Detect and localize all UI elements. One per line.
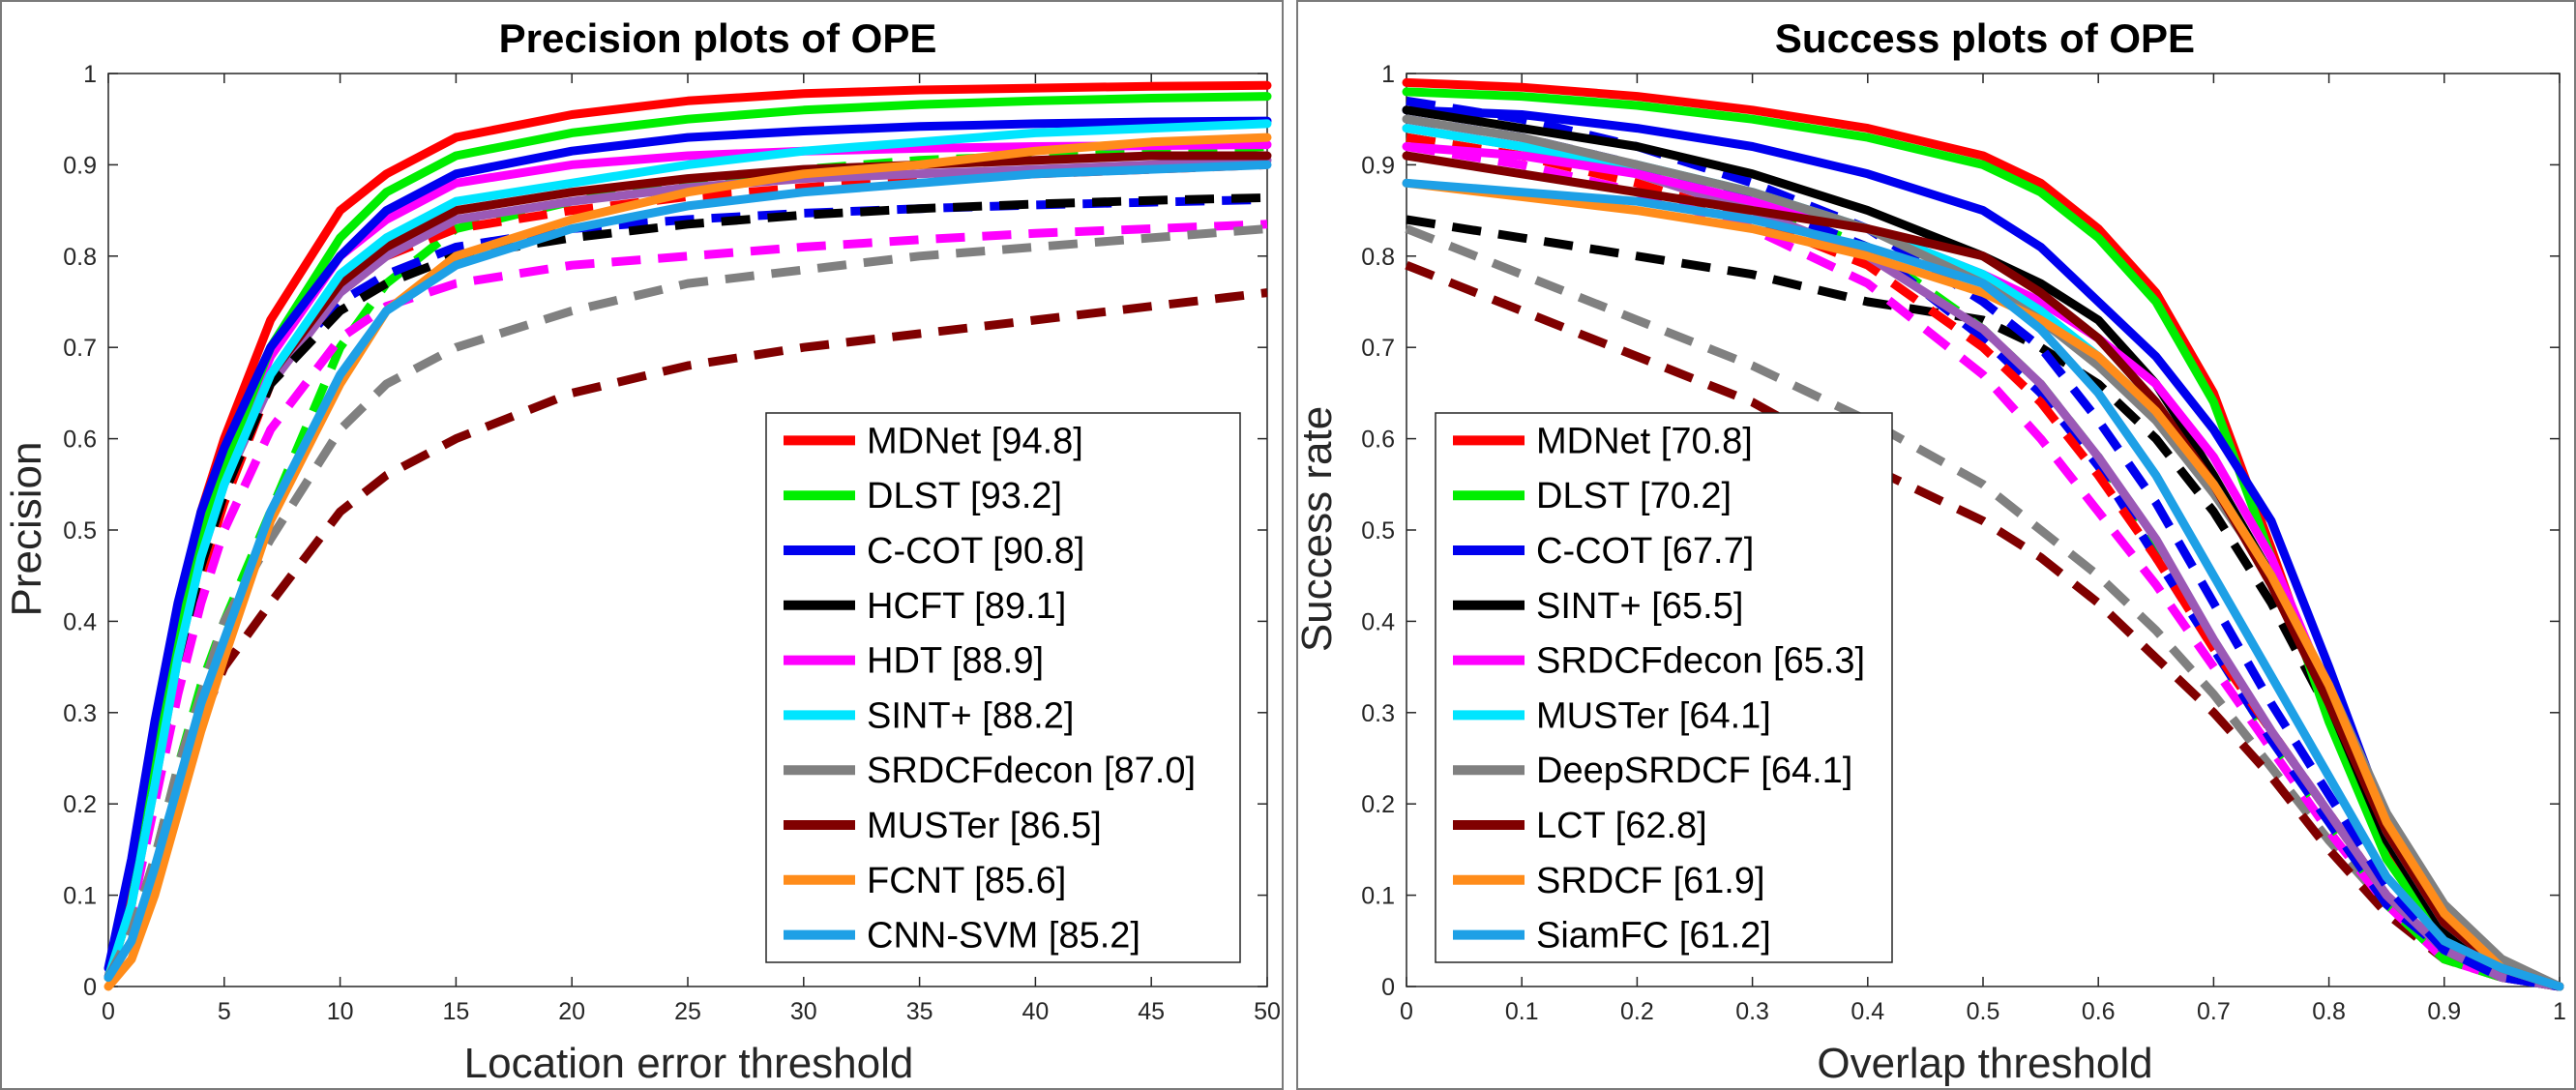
legend-label-srdcfdecon: SRDCFdecon [65.3] bbox=[1536, 641, 1865, 682]
y-tick-label: 0.7 bbox=[63, 335, 97, 362]
y-tick-label: 0.5 bbox=[1361, 517, 1395, 545]
series-line-deepsrdcf bbox=[1402, 114, 2564, 991]
legend-box bbox=[765, 412, 1241, 963]
series-line-lct bbox=[1402, 151, 2564, 991]
x-tick-label: 0 bbox=[1400, 998, 1413, 1025]
legend-label-srdcf: SRDCF [61.9] bbox=[1536, 861, 1765, 901]
x-tick-label: 35 bbox=[906, 998, 933, 1025]
x-tick-label: 0.5 bbox=[1967, 998, 2000, 1025]
legend-label-lct: LCT [62.8] bbox=[1536, 806, 1707, 846]
x-tick-label: 50 bbox=[1254, 998, 1281, 1025]
y-tick-label: 0 bbox=[83, 974, 97, 1001]
y-tick-label: 0.9 bbox=[63, 152, 97, 179]
y-tick-label: 0.6 bbox=[63, 427, 97, 454]
x-tick-label: 5 bbox=[218, 998, 231, 1025]
series-line-unlabeled bbox=[1402, 124, 2564, 991]
legend-label-dlst: DLST [93.2] bbox=[867, 476, 1062, 516]
legend-label-muster: MUSTer [64.1] bbox=[1536, 695, 1771, 736]
legend-label-c-cot: C-COT [67.7] bbox=[1536, 531, 1754, 572]
y-tick-label: 0.6 bbox=[1361, 427, 1395, 454]
y-tick-label: 0.4 bbox=[1361, 608, 1395, 635]
y-tick-label: 0.3 bbox=[1361, 700, 1395, 727]
series-line-siamfc bbox=[1402, 178, 2564, 991]
y-tick-label: 0.2 bbox=[63, 791, 97, 818]
legend-label-sint: SINT+ [88.2] bbox=[867, 695, 1074, 736]
x-tick-label: 1 bbox=[2553, 998, 2566, 1025]
x-tick-label: 10 bbox=[327, 998, 354, 1025]
y-tick-label: 0 bbox=[1381, 974, 1395, 1001]
series-line-sint bbox=[1402, 105, 2564, 991]
x-tick-label: 0.6 bbox=[2082, 998, 2116, 1025]
y-tick-label: 0.9 bbox=[1361, 152, 1395, 179]
legend-label-srdcfdecon: SRDCFdecon [87.0] bbox=[867, 751, 1196, 791]
x-tick-label: 0.4 bbox=[1851, 998, 1884, 1025]
y-tick-label: 1 bbox=[1381, 61, 1395, 88]
y-tick-label: 0.5 bbox=[63, 517, 97, 545]
chart-title: Precision plots of OPE bbox=[499, 15, 937, 61]
legend-label-hdt: HDT [88.9] bbox=[867, 641, 1044, 682]
y-tick-label: 0.7 bbox=[1361, 335, 1395, 362]
legend-label-fcnt: FCNT [85.6] bbox=[867, 861, 1066, 901]
y-tick-label: 0.8 bbox=[1361, 244, 1395, 271]
legend-label-muster: MUSTer [86.5] bbox=[867, 806, 1102, 846]
series-line-hcft bbox=[104, 192, 1268, 979]
series-line-srdcf bbox=[1402, 178, 2564, 991]
legend-box bbox=[1435, 412, 1893, 963]
legend-label-deepsrdcf: DeepSRDCF [64.1] bbox=[1536, 751, 1852, 791]
y-tick-label: 1 bbox=[83, 61, 97, 88]
success-plot-svg: Success plots of OPE Overlap threshold S… bbox=[1298, 15, 2566, 1087]
x-tick-label: 25 bbox=[674, 998, 701, 1025]
legend-label-siamfc: SiamFC [61.2] bbox=[1536, 916, 1771, 957]
precision-plot-panel: Precision plots of OPE Location error th… bbox=[0, 0, 1284, 1090]
legend-label-hcft: HCFT [89.1] bbox=[867, 586, 1066, 627]
y-tick-label: 0.1 bbox=[63, 883, 97, 910]
y-axis-label: Success rate bbox=[1298, 406, 1341, 652]
legend: MDNet [94.8] DLST [93.2] C-COT [90.8] HCFT … bbox=[765, 412, 1241, 963]
x-tick-label: 20 bbox=[558, 998, 585, 1025]
y-tick-label: 0.4 bbox=[63, 608, 97, 635]
success-plot-panel: Success plots of OPE Overlap threshold S… bbox=[1296, 0, 2576, 1090]
series-line-dlst bbox=[1402, 87, 2564, 991]
series-line-unlabeled bbox=[1406, 96, 2561, 991]
legend-label-c-cot: C-COT [90.8] bbox=[867, 531, 1084, 572]
legend-label-mdnet: MDNet [94.8] bbox=[867, 421, 1083, 461]
legend-label-mdnet: MDNet [70.8] bbox=[1536, 421, 1753, 461]
x-axis-label: Overlap threshold bbox=[1817, 1040, 2152, 1087]
series-line-cnn-svm bbox=[104, 160, 1272, 983]
precision-plot-svg: Precision plots of OPE Location error th… bbox=[3, 15, 1281, 1087]
series-line-c-cot bbox=[104, 116, 1272, 973]
y-tick-label: 0.3 bbox=[63, 700, 97, 727]
y-tick-label: 0.8 bbox=[63, 244, 97, 271]
x-tick-label: 0.3 bbox=[1735, 998, 1769, 1025]
x-axis-label: Location error threshold bbox=[464, 1040, 914, 1087]
series-line-sint bbox=[104, 119, 1272, 983]
x-tick-label: 0.7 bbox=[2197, 998, 2231, 1025]
legend-label-dlst: DLST [70.2] bbox=[1536, 476, 1732, 516]
x-tick-label: 0.2 bbox=[1620, 998, 1654, 1025]
legend-label-sint: SINT+ [65.5] bbox=[1536, 586, 1743, 627]
x-tick-label: 0.8 bbox=[2312, 998, 2346, 1025]
x-tick-label: 45 bbox=[1138, 998, 1165, 1025]
y-tick-label: 0.1 bbox=[1361, 883, 1395, 910]
x-tick-label: 40 bbox=[1022, 998, 1049, 1025]
x-tick-label: 0 bbox=[102, 998, 115, 1025]
chart-title: Success plots of OPE bbox=[1775, 15, 2195, 61]
x-tick-label: 30 bbox=[790, 998, 817, 1025]
y-axis-label: Precision bbox=[3, 442, 50, 617]
x-tick-label: 0.9 bbox=[2427, 998, 2461, 1025]
y-tick-label: 0.2 bbox=[1361, 791, 1395, 818]
x-tick-label: 0.1 bbox=[1505, 998, 1539, 1025]
x-tick-label: 15 bbox=[442, 998, 469, 1025]
legend: MDNet [70.8] DLST [70.2] C-COT [67.7] SINT+… bbox=[1435, 412, 1893, 963]
legend-label-cnn-svm: CNN-SVM [85.2] bbox=[867, 916, 1140, 957]
